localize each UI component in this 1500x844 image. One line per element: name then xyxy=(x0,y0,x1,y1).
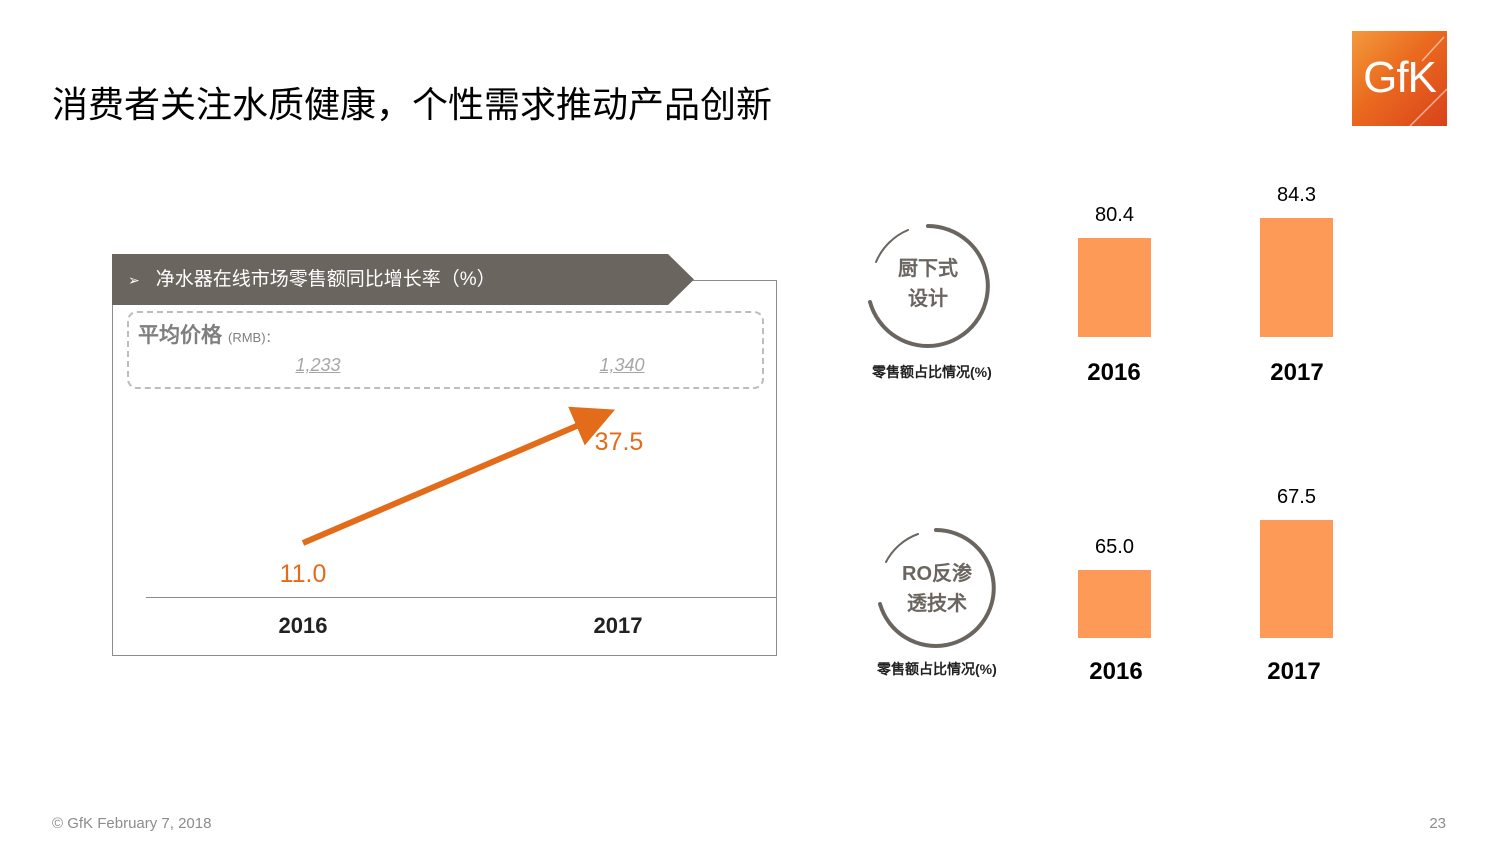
ro-title-line2: 透技术 xyxy=(907,593,967,615)
under-sink-bar-2016 xyxy=(1078,238,1151,337)
ro-bar-2017 xyxy=(1260,520,1333,638)
ro-year-2017: 2017 xyxy=(1267,658,1321,685)
under-sink-value-2017: 84.3 xyxy=(1277,184,1316,206)
avg-price-2017: 1,340 xyxy=(599,355,645,375)
ro-metric-label: 零售额占比情况(%) xyxy=(877,661,997,677)
under-sink-title-line2: 设计 xyxy=(908,288,948,310)
growth-trend-arrow xyxy=(301,406,616,546)
under-sink-metric-label: 零售额占比情况(%) xyxy=(872,364,992,380)
ro-title: RO反渗 透技术 xyxy=(902,559,972,619)
avg-price-label-text: 平均价格 xyxy=(138,324,222,347)
avg-price-box xyxy=(127,311,764,389)
page-number: 23 xyxy=(1429,815,1446,832)
growth-year-2017: 2017 xyxy=(593,613,643,638)
growth-chart-title: ➢ 净水器在线市场零售额同比增长率（%） xyxy=(128,254,496,305)
under-sink-year-2017: 2017 xyxy=(1270,359,1324,386)
growth-chart-panel xyxy=(112,280,777,656)
ro-value-2016: 65.0 xyxy=(1095,536,1134,558)
growth-year-2016: 2016 xyxy=(278,613,328,638)
avg-price-unit: (RMB)： xyxy=(228,330,279,345)
gfk-logo: GfK xyxy=(1352,31,1447,126)
growth-value-2017: 37.5 xyxy=(594,428,644,456)
ro-bar-2016 xyxy=(1078,570,1151,638)
ro-title-line1: RO反渗 xyxy=(902,563,972,585)
avg-price-2016: 1,233 xyxy=(295,355,341,375)
growth-chart-title-text: 净水器在线市场零售额同比增长率（%） xyxy=(155,269,496,290)
avg-price-label: 平均价格 (RMB)： xyxy=(138,319,279,349)
logo-text: GfK xyxy=(1363,53,1437,102)
under-sink-year-2016: 2016 xyxy=(1087,359,1141,386)
growth-chart-banner xyxy=(112,254,694,305)
logo-decoration xyxy=(1409,36,1447,126)
footer-text: © GfK February 7, 2018 xyxy=(52,815,212,832)
under-sink-bar-2017 xyxy=(1260,218,1333,337)
under-sink-title-line1: 厨下式 xyxy=(898,258,958,280)
ro-circle xyxy=(878,528,996,648)
ro-year-2016: 2016 xyxy=(1089,658,1143,685)
arrow-right-icon: ➢ xyxy=(128,272,140,288)
under-sink-title: 厨下式 设计 xyxy=(898,254,958,314)
growth-value-2016: 11.0 xyxy=(279,560,327,588)
under-sink-circle xyxy=(868,224,990,348)
growth-chart-axis xyxy=(146,597,776,598)
under-sink-value-2016: 80.4 xyxy=(1095,204,1134,227)
slide-title: 消费者关注水质健康，个性需求推动产品创新 xyxy=(52,84,773,125)
ro-value-2017: 67.5 xyxy=(1277,486,1316,508)
